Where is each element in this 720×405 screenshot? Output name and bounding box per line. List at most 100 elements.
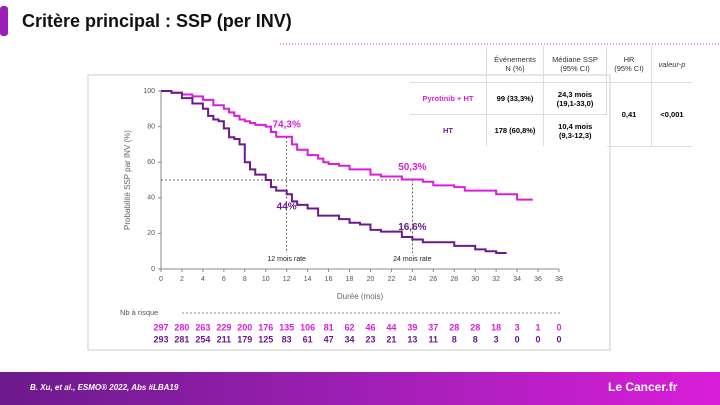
median-cell: 10,4 mois (9,3-12,3) bbox=[544, 115, 607, 147]
at-risk-value: 44 bbox=[386, 322, 396, 332]
at-risk-value: 125 bbox=[258, 334, 273, 344]
at-risk-value: 3 bbox=[494, 334, 499, 344]
x-tick-label: 22 bbox=[388, 276, 396, 283]
footer-citation: B. Xu, et al., ESMO® 2022, Abs #LBA19 bbox=[30, 383, 179, 392]
at-risk-value: 263 bbox=[195, 322, 210, 332]
at-risk-value: 1 bbox=[536, 322, 541, 332]
median-line: (9,3-12,3) bbox=[558, 130, 592, 140]
footer-band bbox=[0, 372, 720, 405]
hr-cell: 0,41 bbox=[606, 82, 652, 147]
median-cell: 24,3 mois (19,1-33,0) bbox=[543, 82, 607, 115]
header-line: (95% CI) bbox=[614, 64, 644, 73]
title-accent bbox=[0, 6, 8, 36]
x-tick-label: 14 bbox=[304, 276, 312, 283]
at-risk-value: 0 bbox=[536, 334, 541, 344]
annotation: 50,3% bbox=[398, 162, 426, 173]
x-tick-label: 36 bbox=[534, 276, 542, 283]
annotation: 44% bbox=[277, 201, 297, 212]
y-tick-label: 100 bbox=[143, 88, 155, 95]
table-row: Pyrotinib + HT 99 (33,3%) 24,3 mois (19,1… bbox=[410, 82, 692, 147]
corner bbox=[410, 46, 487, 83]
at-risk-value: 18 bbox=[491, 322, 501, 332]
at-risk-value: 11 bbox=[429, 334, 439, 344]
header-line: N (%) bbox=[505, 64, 525, 73]
x-axis-label: Durée (mois) bbox=[337, 292, 384, 301]
x-tick-label: 16 bbox=[325, 276, 333, 283]
at-risk-value: 28 bbox=[470, 322, 480, 332]
at-risk-value: 106 bbox=[300, 322, 315, 332]
at-risk-value: 211 bbox=[217, 334, 232, 344]
x-tick-label: 28 bbox=[450, 276, 458, 283]
logo: Le Cancer.fr bbox=[608, 380, 678, 394]
header-line: (95% CI) bbox=[560, 64, 590, 73]
median-line: 10,4 mois bbox=[558, 121, 593, 131]
at-risk-value: 47 bbox=[324, 334, 334, 344]
at-risk-value: 8 bbox=[452, 334, 457, 344]
chart-panel bbox=[87, 74, 611, 351]
p-cell: <0,001 bbox=[651, 82, 692, 147]
header-cell: HR (95% CI) bbox=[606, 46, 652, 83]
y-tick-label: 60 bbox=[147, 159, 155, 166]
x-tick-label: 38 bbox=[555, 276, 563, 283]
at-risk-value: 0 bbox=[515, 334, 520, 344]
at-risk-value: 297 bbox=[153, 322, 168, 332]
at-risk-value: 23 bbox=[365, 334, 375, 344]
header-cell: Événements N (%) bbox=[486, 46, 544, 83]
at-risk-value: 229 bbox=[216, 322, 231, 332]
events-cell: 178 (60,8%) bbox=[486, 114, 544, 146]
at-risk-value: 254 bbox=[195, 334, 210, 344]
at-risk-value: 0 bbox=[556, 322, 561, 332]
header-cell: valeur-p bbox=[651, 46, 692, 83]
header-line: Événements bbox=[494, 55, 536, 64]
x-tick-label: 24 bbox=[408, 276, 416, 283]
y-tick-label: 40 bbox=[147, 195, 155, 202]
x-tick-label: 30 bbox=[471, 276, 479, 283]
header-cell: Médiane SSP (95% CI) bbox=[543, 46, 607, 83]
row-name: HT bbox=[410, 114, 487, 146]
at-risk-value: 37 bbox=[428, 322, 438, 332]
at-risk-value: 200 bbox=[237, 322, 252, 332]
x-tick-label: 8 bbox=[243, 276, 247, 283]
time-point-label: 24 mois rate bbox=[393, 256, 432, 263]
annotation: 16,6% bbox=[398, 222, 426, 233]
at-risk-value: 176 bbox=[258, 322, 273, 332]
at-risk-value: 135 bbox=[279, 322, 294, 332]
at-risk-value: 281 bbox=[174, 334, 189, 344]
median-line: 24,3 mois bbox=[557, 89, 593, 99]
x-tick-label: 26 bbox=[429, 276, 437, 283]
header-line: Médiane SSP bbox=[552, 55, 598, 64]
x-tick-label: 34 bbox=[513, 276, 521, 283]
slide-title: Critère principal : SSP (per INV) bbox=[22, 11, 292, 31]
row-name: Pyrotinib + HT bbox=[410, 82, 487, 115]
survival-curve bbox=[161, 90, 507, 254]
x-tick-label: 32 bbox=[492, 276, 500, 283]
at-risk-value: 62 bbox=[345, 322, 355, 332]
at-risk-value: 61 bbox=[303, 334, 313, 344]
x-tick-label: 0 bbox=[159, 276, 163, 283]
at-risk-value: 0 bbox=[556, 334, 561, 344]
at-risk-value: 179 bbox=[237, 334, 252, 344]
results-table: Événements N (%) Médiane SSP (95% CI) HR (9… bbox=[410, 46, 692, 147]
x-tick-label: 12 bbox=[283, 276, 291, 283]
survival-curve bbox=[161, 90, 533, 201]
at-risk-value: 3 bbox=[515, 322, 520, 332]
x-tick-label: 10 bbox=[262, 276, 270, 283]
at-risk-value: 34 bbox=[345, 334, 355, 344]
at-risk-label: Nb à risque bbox=[120, 308, 158, 317]
at-risk-value: 46 bbox=[365, 322, 375, 332]
at-risk-value: 13 bbox=[407, 334, 417, 344]
y-tick-label: 0 bbox=[151, 266, 155, 273]
x-tick-label: 18 bbox=[346, 276, 354, 283]
header-line: valeur-p bbox=[658, 59, 686, 69]
at-risk-value: 8 bbox=[473, 334, 478, 344]
at-risk-value: 81 bbox=[324, 322, 334, 332]
x-tick-label: 2 bbox=[180, 276, 184, 283]
y-tick-label: 20 bbox=[147, 230, 155, 237]
at-risk-value: 21 bbox=[386, 334, 396, 344]
annotation: 74,3% bbox=[273, 119, 301, 130]
header-line: HR bbox=[623, 55, 635, 64]
y-tick-label: 80 bbox=[147, 123, 155, 130]
